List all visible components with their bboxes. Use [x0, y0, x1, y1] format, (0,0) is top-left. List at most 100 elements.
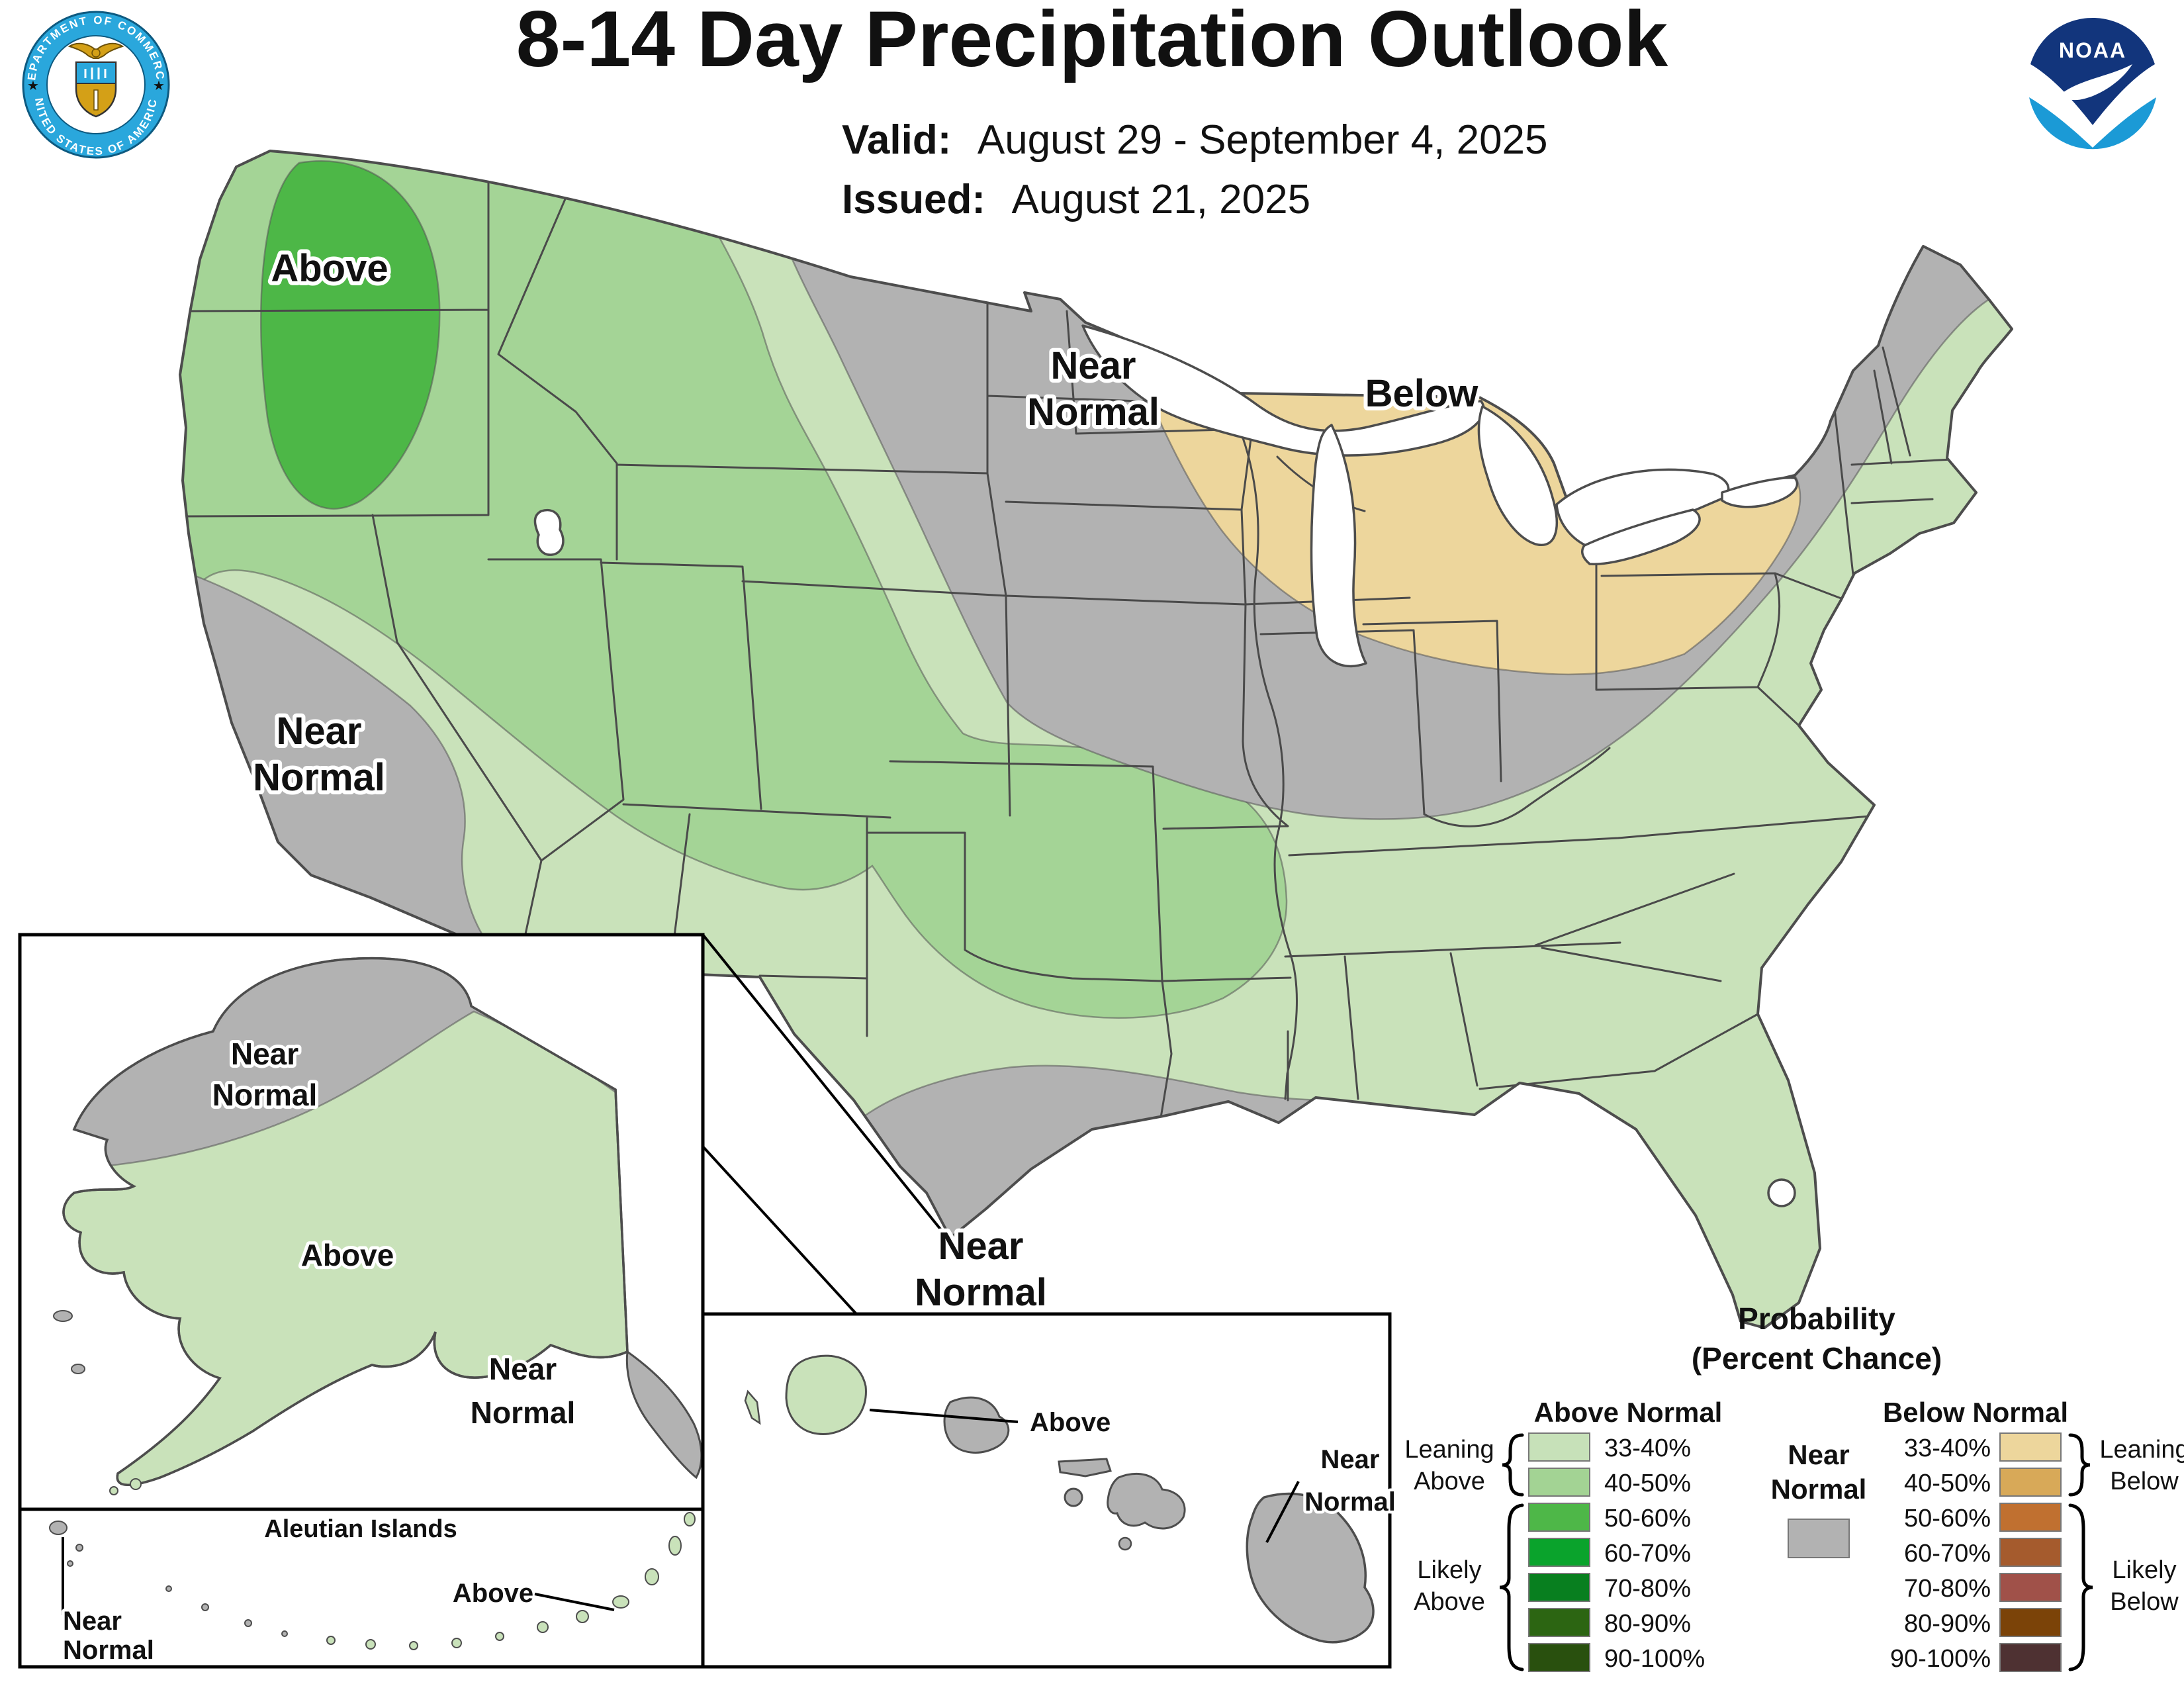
legend-swatch-below-70-80 [1999, 1573, 2062, 1602]
lake-erie [1580, 508, 1701, 565]
legend-swatch-below-50-60 [1999, 1503, 2062, 1532]
label-southwest-near: Near [277, 710, 362, 753]
hawaii-kahoolawe [1118, 1536, 1132, 1551]
svg-text:Issued: August 21, 2025: Issued: August 21, 2025 [842, 177, 1310, 222]
aleutian-island [684, 1512, 696, 1526]
legend-likely-above-line2: Above [1414, 1588, 1485, 1616]
hawaii-kauai [785, 1354, 867, 1435]
hawaii-niihau [744, 1389, 761, 1425]
legend-below-normal-header: Below Normal [1883, 1397, 2068, 1428]
legend-likely-above-line1: Likely [1417, 1556, 1481, 1584]
label-great-lakes-below: Below [1365, 372, 1479, 415]
aleutian-islands-chain [49, 1512, 696, 1650]
legend-above-range: 60-70% [1604, 1540, 1691, 1568]
region-above-50-60 [259, 160, 441, 510]
noaa-logo: NOAA [2028, 18, 2158, 150]
legend-leaning-below-line2: Below [2110, 1468, 2179, 1495]
aleutian-island [67, 1560, 73, 1567]
legend-above-range: 70-80% [1604, 1575, 1691, 1603]
noaa-logo-text: NOAA [2059, 38, 2126, 62]
legend-likely-below-line1: Likely [2112, 1556, 2176, 1584]
aleutian-label-near: Near [63, 1607, 122, 1636]
aleutian-island [281, 1630, 288, 1637]
lake-huron [1477, 405, 1558, 546]
header: 8-14 Day Precipitation Outlook Valid: Au… [516, 0, 1668, 222]
brace-likely-above [1499, 1503, 1524, 1671]
lake-michigan [1310, 424, 1367, 668]
department-of-commerce-seal: DEPARTMENT OF COMMERCE UNITED STATES OF … [22, 11, 170, 159]
legend-below-range: 33-40% [1904, 1434, 1991, 1462]
noaa-logo-sea [2029, 97, 2156, 150]
doc-seal-shield-top [75, 62, 116, 84]
hawaii-above-pointer [869, 1409, 1019, 1423]
label-pnw-above: Above [271, 247, 388, 290]
hawaii-label-normal: Normal [1304, 1487, 1396, 1517]
legend-below-range-labels: 33-40% 40-50% 50-60% 60-70% 70-80% 80-90… [1890, 1434, 1991, 1673]
aleutian-island [537, 1621, 549, 1633]
legend-below-range: 80-90% [1904, 1610, 1991, 1638]
alaska-label-se-normal: Normal [471, 1395, 575, 1430]
hawaii-label-near: Near [1321, 1445, 1380, 1474]
aleutian-island [612, 1595, 629, 1609]
legend-swatch-above-90-100 [1528, 1643, 1590, 1672]
legend-below-range: 90-100% [1890, 1645, 1991, 1673]
legend-near-normal-line1: Near [1788, 1439, 1849, 1470]
alaska-wedge-line-upper [702, 933, 948, 1238]
legend-swatch-above-40-50 [1528, 1468, 1590, 1497]
legend-swatch-below-90-100 [1999, 1643, 2062, 1672]
aleutian-island [645, 1568, 659, 1585]
hawaii-label-above: Above [1030, 1408, 1111, 1437]
legend-swatch-below-40-50 [1999, 1468, 2062, 1497]
legend-above-column [1528, 1432, 1590, 1672]
legend-title-line2: (Percent Chance) [1692, 1341, 1942, 1376]
alaska-label-north-near: Near [231, 1037, 298, 1071]
label-plains-near: Near [1051, 344, 1136, 387]
lake-okeechobee [1767, 1178, 1796, 1207]
legend-near-normal-line2: Normal [1771, 1474, 1867, 1505]
legend-swatch-below-60-70 [1999, 1538, 2062, 1567]
aleutian-island [165, 1585, 172, 1592]
legend-swatch-above-80-90 [1528, 1608, 1590, 1637]
alaska-label-above: Above [301, 1238, 394, 1272]
valid-label: Valid: [842, 117, 951, 163]
hawaii-lanai [1064, 1487, 1083, 1507]
legend-below-range: 70-80% [1904, 1575, 1991, 1603]
noaa-logo-crest [2030, 18, 2155, 125]
valid-value: August 29 - September 4, 2025 [978, 117, 1548, 163]
legend-above-range: 40-50% [1604, 1470, 1691, 1497]
alaska-inset: Near Normal Above Near Normal [18, 933, 948, 1511]
hawaii-big-island [1246, 1492, 1375, 1644]
aleutian-inset: Aleutian Islands Above Near Normal [18, 1507, 705, 1669]
legend-swatch-above-60-70 [1528, 1538, 1590, 1567]
legend-below-column [1999, 1432, 2062, 1672]
alaska-island-gray-1 [53, 1310, 73, 1322]
aleutian-island [668, 1536, 682, 1556]
aleutian-island [409, 1641, 418, 1650]
legend-below-range: 40-50% [1904, 1470, 1991, 1497]
legend: Probability (Percent Chance) Above Norma… [1404, 1301, 2184, 1673]
issued-label: Issued: [842, 177, 985, 222]
legend-leaning-above-line1: Leaning [1404, 1436, 1494, 1464]
issued-value: August 21, 2025 [1012, 177, 1311, 222]
hawaii-nn-pointer [1265, 1481, 1300, 1543]
ontario-peninsula [1555, 468, 1730, 547]
legend-swatch-above-33-40 [1528, 1432, 1590, 1462]
legend-swatch-above-50-60 [1528, 1503, 1590, 1532]
brace-leaning-above [1502, 1433, 1524, 1497]
alaska-island-green-1 [130, 1478, 142, 1490]
noaa-logo-bird-icon [2058, 64, 2132, 101]
legend-above-normal-header: Above Normal [1534, 1397, 1723, 1428]
aleutian-island [365, 1639, 376, 1650]
doc-seal-lighthouse-icon [93, 89, 99, 111]
doc-seal-ship-icon [84, 68, 107, 79]
hawaii-oahu [943, 1396, 1010, 1454]
legend-likely-below-line2: Below [2110, 1588, 2179, 1616]
legend-above-range-labels: 33-40% 40-50% 50-60% 60-70% 70-80% 80-90… [1604, 1434, 1705, 1673]
doc-seal-eagle-head [91, 48, 101, 58]
lake-ontario [1721, 476, 1799, 508]
aleutian-island [495, 1632, 504, 1641]
alaska-wedge-line-lower [702, 1145, 858, 1315]
legend-title-line1: Probability [1738, 1301, 1895, 1336]
alaska-label-se-near: Near [489, 1352, 557, 1386]
